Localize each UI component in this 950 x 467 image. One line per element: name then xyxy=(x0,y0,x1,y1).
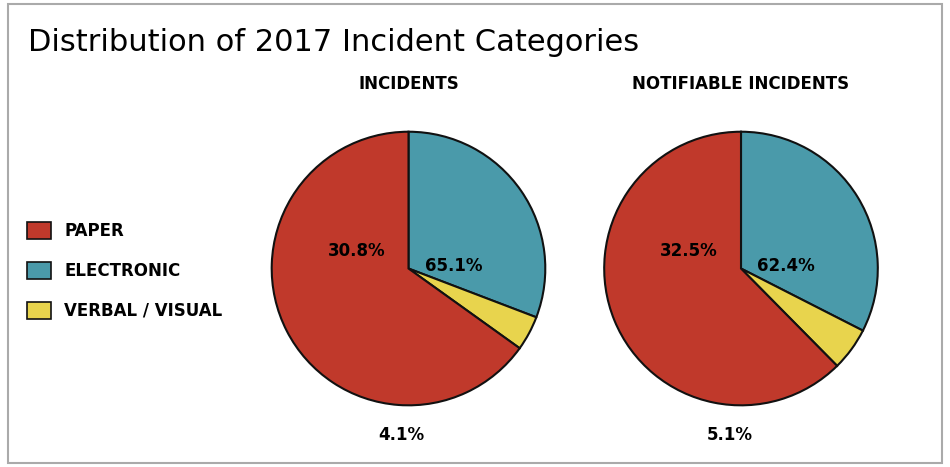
Title: NOTIFIABLE INCIDENTS: NOTIFIABLE INCIDENTS xyxy=(633,75,849,93)
Text: Distribution of 2017 Incident Categories: Distribution of 2017 Incident Categories xyxy=(28,28,639,57)
Wedge shape xyxy=(408,132,545,317)
Text: 32.5%: 32.5% xyxy=(660,242,718,260)
Text: 65.1%: 65.1% xyxy=(425,257,483,275)
Wedge shape xyxy=(408,269,537,348)
Title: INCIDENTS: INCIDENTS xyxy=(358,75,459,93)
Wedge shape xyxy=(741,269,863,366)
Legend: PAPER, ELECTRONIC, VERBAL / VISUAL: PAPER, ELECTRONIC, VERBAL / VISUAL xyxy=(28,222,222,320)
Wedge shape xyxy=(604,132,837,405)
Text: 30.8%: 30.8% xyxy=(328,242,386,260)
Text: 62.4%: 62.4% xyxy=(757,257,815,275)
Text: 5.1%: 5.1% xyxy=(707,426,753,445)
Text: 4.1%: 4.1% xyxy=(379,426,425,445)
Wedge shape xyxy=(741,132,878,331)
Wedge shape xyxy=(272,132,520,405)
